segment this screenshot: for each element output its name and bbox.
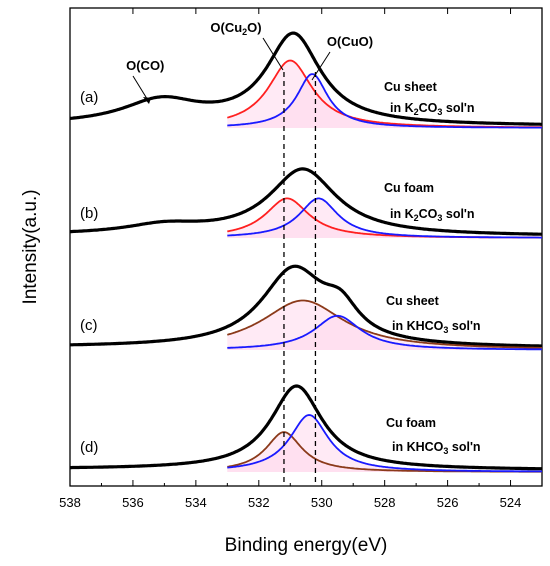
peak-arrow-cuo [311, 51, 331, 81]
x-tick-label-526: 526 [437, 495, 459, 510]
peak-labels: O(CO) O(Cu2O) O(CuO) [126, 20, 373, 104]
panel-label-4: (d) [80, 439, 98, 456]
curve-panel-3-total [69, 264, 543, 348]
x-tick-label-528: 528 [374, 495, 396, 510]
sample-solution-3: in KHCO3 sol'n [392, 319, 481, 335]
x-tick-label-530: 530 [311, 495, 333, 510]
peak-label-cu2o: O(Cu2O) [210, 20, 261, 37]
peak-fills [227, 60, 543, 472]
fill-panel-1-cuo [227, 74, 543, 128]
curve-panel-2-total [69, 167, 543, 236]
panel-label-1: (a) [80, 89, 98, 106]
x-tick-label-538: 538 [59, 495, 81, 510]
sample-solution-2: in K2CO3 sol'n [390, 207, 475, 223]
sample-name-4: Cu foam [386, 416, 436, 430]
y-axis-title: Intensity(a.u.) [20, 189, 41, 304]
sample-name-1: Cu sheet [384, 80, 438, 94]
reference-lines [283, 72, 317, 484]
sample-name-3: Cu sheet [386, 294, 440, 308]
curve-panel-2-cuo [227, 197, 542, 239]
curve-panel-3-cuo [227, 314, 543, 351]
panel-label-2: (b) [80, 205, 98, 222]
fill-panel-3-cuo [227, 315, 543, 350]
x-axis-title: Binding energy(eV) [225, 535, 388, 556]
curve-panel-1-cuo [227, 73, 542, 129]
peak-arrowhead-co [143, 97, 151, 104]
curve-panel-3-combined [227, 299, 542, 349]
x-tick-label-536: 536 [122, 495, 144, 510]
sample-solution-4: in KHCO3 sol'n [392, 440, 481, 456]
sample-solution-1: in K2CO3 sol'n [390, 101, 475, 117]
curve-panel-4-total [69, 384, 543, 471]
curve-panel-4-cuo [227, 414, 542, 473]
plot-frame [69, 7, 543, 487]
peak-label-cuo: O(CuO) [327, 34, 373, 49]
panel-labels: (a) (b) (c) (d) [80, 89, 98, 456]
x-tick-label-524: 524 [500, 495, 522, 510]
x-tick-label-532: 532 [248, 495, 270, 510]
sample-name-2: Cu foam [384, 181, 434, 195]
x-tick-label-534: 534 [185, 495, 207, 510]
peak-label-co: O(CO) [126, 58, 164, 73]
fill-panel-4-cuo [227, 415, 543, 472]
panel-label-3: (c) [80, 317, 98, 334]
sample-labels: Cu sheet in K2CO3 sol'n Cu foam in K2CO3 so… [384, 80, 481, 456]
peak-arrow-cu2o [262, 37, 284, 71]
x-axis-ticks: 538 536 534 532 530 528 526 524 [59, 8, 521, 510]
